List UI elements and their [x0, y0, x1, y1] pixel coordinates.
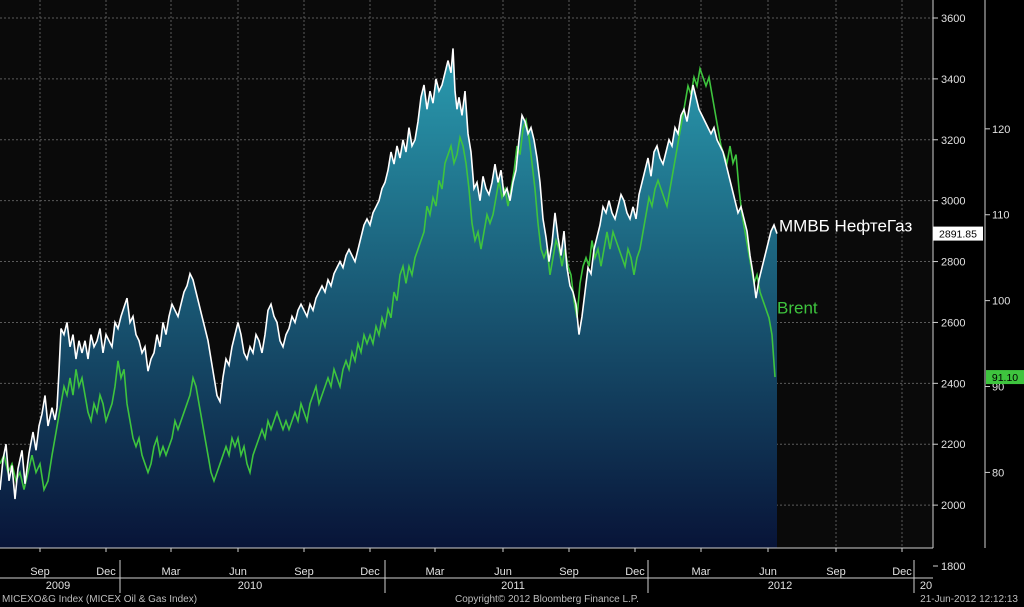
footer-timestamp: 21-Jun-2012 12:12:13 [920, 594, 1018, 605]
footer-copyright: Copyright© 2012 Bloomberg Finance L.P. [455, 594, 639, 605]
x-tick-label: Mar [162, 566, 181, 578]
x-tick-label: Sep [826, 566, 846, 578]
y-tick-label: 2600 [941, 317, 965, 329]
y2-tick-label: 90 [992, 382, 1004, 394]
x-tick-label: Dec [360, 566, 380, 578]
legend-label-mmvb: ММВБ НефтеГаз [779, 217, 912, 236]
y-tick-label: 1800 [941, 561, 965, 573]
y-tick-label: 3000 [941, 196, 965, 208]
x-tick-label: Mar [692, 566, 711, 578]
x-tick-label: Dec [892, 566, 912, 578]
x-tick-label: Mar [426, 566, 445, 578]
y2-tick-label: 110 [992, 210, 1010, 222]
y-tick-label: 2000 [941, 500, 965, 512]
footer-ticker: MICEXO&G Index (MICEX Oil & Gas Index) [2, 594, 198, 605]
y2-tick-label: 120 [992, 124, 1010, 136]
axis-panel [933, 0, 1024, 593]
series-line-mmvb [0, 48, 778, 500]
x-year-label: 2011 [501, 580, 525, 592]
x-tick-label: Sep [294, 566, 314, 578]
x-tick-label: Jun [229, 566, 247, 578]
x-tick-label: Sep [559, 566, 579, 578]
y-tick-label: 2200 [941, 439, 965, 451]
legend-label-brent: Brent [777, 299, 818, 318]
chart-svg: 1800 2000 2200 2400 2600 2800 3000 3200 3400 3600… [0, 0, 1024, 593]
y-tick-label: 3600 [941, 13, 965, 25]
y-tick-label: 3400 [941, 74, 965, 86]
y-tick-label: 3200 [941, 135, 965, 147]
last-value-badge-brent [986, 370, 1024, 385]
x-tick-label: Dec [96, 566, 116, 578]
x-axis-panel [0, 548, 933, 593]
y-tick-label: 2800 [941, 257, 965, 269]
series-line-brent [0, 65, 776, 493]
y2-tick-label: 80 [992, 467, 1004, 479]
x-year-label: 2010 [238, 580, 262, 592]
last-value-mmvb: 2891.85 [939, 229, 977, 241]
x-year-label: 20 [920, 580, 932, 592]
x-tick-label: Sep [30, 566, 50, 578]
last-value-badge-mmvb [933, 226, 983, 241]
x-year-label: 2009 [46, 580, 70, 592]
x-year-label: 2012 [768, 580, 792, 592]
x-tick-label: Dec [625, 566, 645, 578]
series-area-mmvb [0, 48, 777, 549]
x-tick-label: Jun [494, 566, 512, 578]
x-tick-label: Jun [759, 566, 777, 578]
last-value-brent: 91.10 [992, 372, 1018, 384]
y-tick-label: 2400 [941, 378, 965, 390]
y2-tick-label: 100 [992, 296, 1010, 308]
footer-bar: MICEXO&G Index (MICEX Oil & Gas Index) C… [0, 593, 1024, 607]
